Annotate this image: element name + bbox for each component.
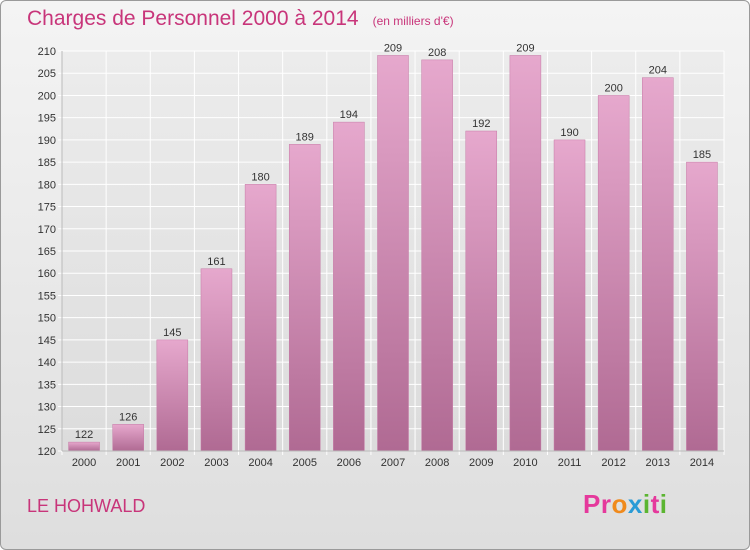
value-label: 194 <box>340 109 358 121</box>
bar <box>509 55 542 452</box>
bar <box>377 55 409 452</box>
value-label: 122 <box>75 429 93 441</box>
y-tick-label: 170 <box>38 224 56 236</box>
value-label: 209 <box>384 42 402 54</box>
bar <box>421 59 453 452</box>
y-tick-label: 190 <box>38 135 56 147</box>
x-tick-label: 2002 <box>160 457 184 469</box>
bar <box>68 441 100 452</box>
value-label: 126 <box>119 411 137 423</box>
logo-letter: t <box>650 489 660 519</box>
value-label: 209 <box>516 42 534 54</box>
value-label: 185 <box>693 149 711 161</box>
chart-title: Charges de Personnel 2000 à 2014 <box>27 7 359 30</box>
y-tick-label: 200 <box>38 90 56 102</box>
value-label: 161 <box>207 256 225 268</box>
y-tick-label: 160 <box>38 268 56 280</box>
bar <box>244 184 277 452</box>
bar <box>112 424 144 452</box>
x-tick-label: 2005 <box>292 457 316 469</box>
x-tick-label: 2011 <box>558 457 582 469</box>
bar <box>686 161 718 452</box>
proxiti-logo: Proxiti <box>583 489 667 520</box>
y-tick-label: 175 <box>38 202 56 214</box>
value-label: 180 <box>251 171 269 183</box>
value-label: 190 <box>560 127 578 139</box>
logo-letter: P <box>583 489 601 519</box>
value-label: 200 <box>604 82 622 94</box>
y-tick-label: 205 <box>38 68 56 80</box>
x-tick-label: 2007 <box>381 457 405 469</box>
y-tick-label: 180 <box>38 179 56 191</box>
y-tick-label: 140 <box>38 357 56 369</box>
x-tick-label: 2008 <box>425 457 449 469</box>
commune-name: LE HOHWALD <box>27 496 146 516</box>
x-tick-label: 2000 <box>72 457 96 469</box>
x-tick-label: 2001 <box>116 457 140 469</box>
y-tick-label: 210 <box>38 46 56 58</box>
y-tick-label: 150 <box>38 313 56 325</box>
bar <box>553 139 586 452</box>
x-tick-label: 2012 <box>601 457 625 469</box>
axes: 120 125 130 135 140 145 150 155 160 165 170 175 180 1… <box>38 46 724 469</box>
y-tick-label: 130 <box>38 402 56 414</box>
bar <box>200 268 233 452</box>
value-label: 145 <box>163 327 181 339</box>
logo-letter: i <box>642 489 651 519</box>
value-label: 192 <box>472 118 490 130</box>
y-tick-label: 145 <box>38 335 56 347</box>
title-line: Charges de Personnel 2000 à 2014 (en mill… <box>27 7 454 31</box>
x-tick-label: 2010 <box>513 457 537 469</box>
y-tick-label: 120 <box>38 446 56 458</box>
bar <box>333 121 365 452</box>
chart-subtitle: (en milliers d'€) <box>372 14 454 28</box>
value-label: 208 <box>428 47 446 59</box>
y-tick-label: 185 <box>38 157 56 169</box>
x-tick-label: 2013 <box>646 457 670 469</box>
y-tick-label: 125 <box>38 424 56 436</box>
bar <box>465 130 498 452</box>
x-tick-label: 2009 <box>469 457 493 469</box>
bar <box>288 144 321 452</box>
bar <box>597 95 630 452</box>
logo-letter: i <box>659 489 668 519</box>
x-tick-label: 2014 <box>690 457 714 469</box>
bar <box>642 77 674 452</box>
value-label: 204 <box>649 65 667 77</box>
x-tick-label: 2006 <box>337 457 361 469</box>
y-tick-label: 195 <box>38 113 56 125</box>
bar <box>156 339 189 452</box>
logo-letter: r <box>600 489 612 519</box>
y-tick-label: 135 <box>38 379 56 391</box>
logo-letter: o <box>611 489 628 519</box>
y-tick-label: 155 <box>38 290 56 302</box>
bars: 122 126 145 161 180 189 194 209 208 192 209 190 200 2… <box>68 42 718 452</box>
y-tick-label: 165 <box>38 246 56 258</box>
x-tick-label: 2003 <box>204 457 228 469</box>
value-label: 189 <box>296 131 314 143</box>
x-tick-label: 2004 <box>248 457 272 469</box>
logo-letter: x <box>627 489 643 519</box>
